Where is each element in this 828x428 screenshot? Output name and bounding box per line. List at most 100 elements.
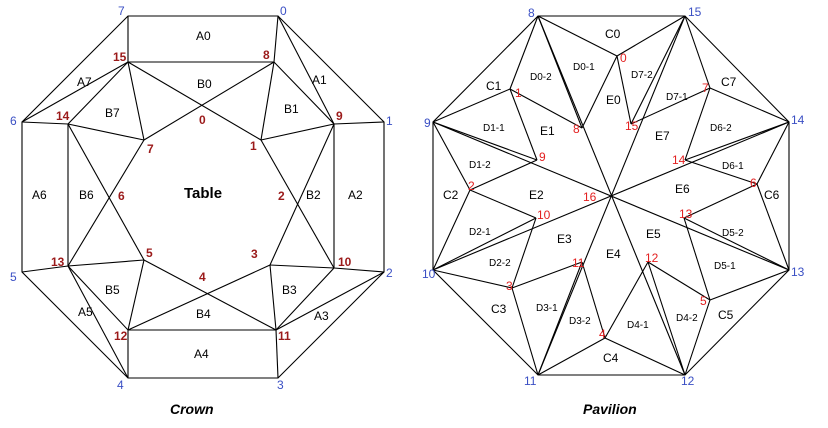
pavilion-face-label: D6-2 xyxy=(710,123,732,134)
crown-star-label: 14 xyxy=(56,109,70,123)
crown-table-label: 7 xyxy=(147,142,154,156)
pavilion-girdle-label: 13 xyxy=(791,265,805,279)
crown-face-label: A4 xyxy=(194,347,209,361)
pavilion-face-label: D1-1 xyxy=(483,123,505,134)
pavilion-inner-label: 15 xyxy=(625,119,639,133)
crown-table-label: 3 xyxy=(251,247,258,261)
pavilion-face-label: E4 xyxy=(606,247,621,261)
pavilion-title: Pavilion xyxy=(583,401,637,417)
pavilion-face-label: D4-1 xyxy=(627,320,649,331)
pavilion-face-label: C7 xyxy=(721,75,737,89)
crown-star-label: 9 xyxy=(336,109,343,123)
pavilion-face-label: E1 xyxy=(540,124,555,138)
pavilion-face-label: D5-1 xyxy=(714,261,736,272)
pavilion-inner-label: 13 xyxy=(679,207,693,221)
crown-star-label: 12 xyxy=(114,329,128,343)
crown-face-label: B1 xyxy=(284,102,299,116)
crown-table-label: 4 xyxy=(199,270,206,284)
crown-table-label-text: Table xyxy=(184,185,222,202)
pavilion-girdle-label: 8 xyxy=(528,6,535,20)
crown-girdle-label: 3 xyxy=(277,378,284,392)
pavilion-face-label: E5 xyxy=(646,227,661,241)
crown-girdle-label: 5 xyxy=(10,270,17,284)
crown-face-label: B7 xyxy=(105,106,120,120)
pavilion-face-label: C0 xyxy=(605,27,621,41)
pavilion-face-label: D2-2 xyxy=(489,258,511,269)
pavilion-face-label: D0-1 xyxy=(573,62,595,73)
pavilion-face-label: E7 xyxy=(655,129,670,143)
crown-girdle-label: 2 xyxy=(386,266,393,280)
pavilion-face-label: D2-1 xyxy=(469,227,491,238)
pavilion-face-label: D5-2 xyxy=(722,228,744,239)
crown-face-label: A3 xyxy=(314,309,329,323)
pavilion-girdle-label: 10 xyxy=(422,267,436,281)
crown-girdle-label: 0 xyxy=(280,4,287,18)
pavilion-face-label: D3-1 xyxy=(536,303,558,314)
pavilion-face-label: D0-2 xyxy=(530,72,552,83)
pavilion-face-label: D7-1 xyxy=(666,92,688,103)
crown-face-label: B0 xyxy=(197,77,212,91)
crown-face-label: B5 xyxy=(105,283,120,297)
pavilion-half-facets xyxy=(432,15,790,376)
pavilion-diagram: 8 9 10 11 12 13 14 15 0 1 2 3 4 5 6 7 8 … xyxy=(422,5,805,417)
pavilion-face-label: C6 xyxy=(764,188,780,202)
crown-face-label: B2 xyxy=(306,188,321,202)
crown-face-label: A2 xyxy=(348,188,363,202)
pavilion-face-label: D1-2 xyxy=(469,160,491,171)
pavilion-girdle-label: 14 xyxy=(791,113,805,127)
crown-star-label: 11 xyxy=(278,329,291,343)
pavilion-inner-label: 9 xyxy=(539,150,546,164)
crown-star-label: 10 xyxy=(338,255,352,269)
crown-girdle-label: 4 xyxy=(117,378,124,392)
pavilion-face-label: D7-2 xyxy=(631,70,653,81)
pavilion-face-label: D4-2 xyxy=(676,313,698,324)
crown-face-label: B3 xyxy=(282,283,297,297)
pavilion-face-label: E6 xyxy=(675,182,690,196)
pavilion-main-facets xyxy=(432,15,790,376)
pavilion-inner-label: 3 xyxy=(506,279,513,293)
pavilion-girdle-label: 9 xyxy=(424,116,431,130)
crown-title: Crown xyxy=(170,401,214,417)
pavilion-face-label: E0 xyxy=(606,93,621,107)
crown-girdle-label: 7 xyxy=(118,4,125,18)
pavilion-inner-label: 2 xyxy=(468,179,475,193)
crown-star-facets xyxy=(67,61,335,331)
crown-face-label: B6 xyxy=(79,188,94,202)
pavilion-girdle-label: 12 xyxy=(681,374,695,388)
crown-diagram: 0 1 2 3 4 5 6 7 0 1 2 3 4 5 6 7 8 9 10 1… xyxy=(10,4,393,417)
crown-face-label: A5 xyxy=(78,305,93,319)
crown-girdle-label: 6 xyxy=(10,114,17,128)
crown-table-label: 5 xyxy=(146,246,153,260)
pavilion-face-label: C3 xyxy=(491,302,507,316)
crown-girdle-label: 1 xyxy=(386,114,393,128)
pavilion-inner-label: 7 xyxy=(702,81,709,95)
pavilion-inner-label: 14 xyxy=(672,153,686,167)
crown-face-label: A1 xyxy=(312,73,327,87)
crown-star-label: 13 xyxy=(51,255,65,269)
pavilion-inner-label: 1 xyxy=(515,86,522,100)
pavilion-face-label: E3 xyxy=(557,232,572,246)
pavilion-face-label: D6-1 xyxy=(722,161,744,172)
crown-table-label: 6 xyxy=(118,189,125,203)
crown-table-label: 2 xyxy=(278,189,285,203)
pavilion-inner-label: 4 xyxy=(599,327,606,341)
crown-face-label: A7 xyxy=(77,75,92,89)
pavilion-inner-label: 11 xyxy=(572,256,585,270)
pavilion-inner-label: 16 xyxy=(583,190,597,204)
pavilion-face-label: D3-2 xyxy=(569,316,591,327)
pavilion-face-label: E2 xyxy=(529,188,544,202)
crown-table-label: 0 xyxy=(199,113,206,127)
pavilion-face-label: C1 xyxy=(486,79,502,93)
crown-star-label: 15 xyxy=(113,50,127,64)
pavilion-inner-label: 8 xyxy=(573,122,580,136)
crown-face-label: A0 xyxy=(196,29,211,43)
pavilion-inner-label: 5 xyxy=(700,294,707,308)
pavilion-inner-label: 0 xyxy=(620,51,627,65)
pavilion-face-label: C2 xyxy=(443,188,459,202)
pavilion-face-label: C5 xyxy=(718,308,734,322)
crown-face-label: A6 xyxy=(32,188,47,202)
pavilion-girdle-label: 15 xyxy=(688,5,702,19)
pavilion-inner-label: 12 xyxy=(645,251,659,265)
crown-girdle-links xyxy=(21,15,385,379)
